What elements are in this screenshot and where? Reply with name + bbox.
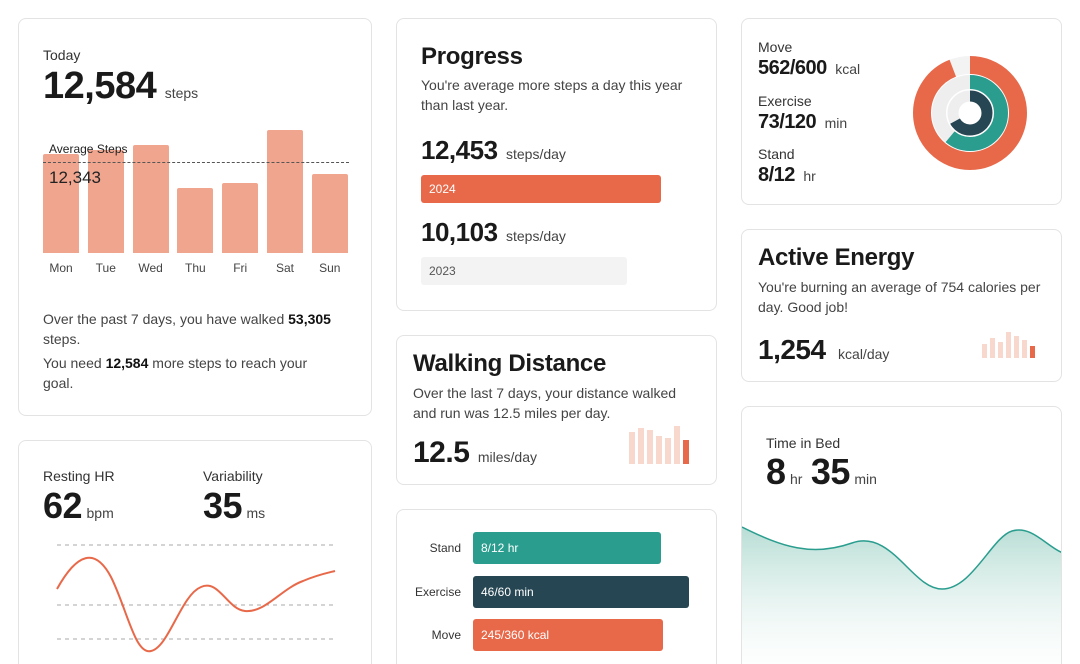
energy-value: 1,254 — [758, 334, 826, 365]
distance-sparkbars-icon — [629, 426, 689, 464]
resting-hr-label: Resting HR — [43, 468, 115, 484]
active-energy-card: Active Energy You're burning an average … — [741, 229, 1062, 382]
activity-row-bar-move: 245/360 kcal — [473, 619, 664, 651]
sleep-area-chart — [742, 526, 1061, 664]
progress-card: Progress You're average more steps a day… — [396, 18, 717, 311]
progress-title: Progress — [421, 43, 523, 70]
move-label: Move — [758, 39, 793, 55]
stand-value: 8/12 — [758, 164, 795, 186]
energy-title: Active Energy — [758, 244, 915, 271]
steps-bar-wed — [132, 144, 169, 253]
distance-description: Over the last 7 days, your distance walk… — [413, 385, 677, 421]
today-steps-value: 12,584 — [43, 65, 157, 107]
today-summary-2: You need 12,584 more steps to reach your… — [43, 355, 308, 391]
average-steps-line — [43, 162, 349, 164]
progress-2023-value: 10,103 — [421, 217, 498, 247]
steps-bar-thu — [177, 188, 214, 253]
sleep-hours-value: 8 — [766, 451, 786, 492]
energy-unit: kcal/day — [838, 346, 890, 362]
progress-2024-unit: steps/day — [505, 146, 566, 162]
heart-rate-card: Resting HR 62 bpm Variability 35 ms — [18, 440, 372, 664]
day-label-mon: Mon — [49, 261, 73, 275]
walking-distance-card: Walking Distance Over the last 7 days, y… — [396, 335, 717, 485]
progress-description: You're average more steps a day this yea… — [421, 77, 683, 113]
progress-2024-value: 12,453 — [421, 135, 498, 165]
progress-bar-2024-label: 2024 — [429, 182, 456, 196]
progress-bar-2023-label: 2023 — [429, 264, 456, 278]
resting-hr-unit: bpm — [86, 505, 114, 521]
exercise-label: Exercise — [758, 93, 812, 109]
sleep-line — [742, 526, 1061, 590]
variability-unit: ms — [246, 505, 266, 521]
stand-unit: hr — [803, 168, 816, 184]
activity-row-value-exercise: 46/60 min — [481, 584, 534, 599]
stand-ring — [947, 90, 993, 136]
day-label-sun: Sun — [319, 261, 341, 275]
heart-rate-line — [56, 556, 336, 653]
activity-rings — [913, 56, 1027, 170]
distance-value: 12.5 — [413, 436, 470, 469]
activity-rings-card: Move 562/600 kcal Exercise 73/120 min St… — [741, 18, 1062, 205]
progress-bar-2024: 2024 — [421, 175, 661, 203]
day-label-thu: Thu — [185, 261, 206, 275]
progress-bar-2023: 2023 — [421, 257, 628, 285]
steps-bar-chart: Mon Tue Wed Thu Fri Sat Sun Average Steps 12,343 — [19, 115, 371, 285]
move-value: 562/600 — [758, 57, 827, 79]
variability-label: Variability — [203, 468, 263, 484]
move-ring — [913, 56, 1027, 170]
energy-description: You're burning an average of 754 calorie… — [758, 279, 1041, 315]
distance-title: Walking Distance — [413, 350, 607, 377]
sleep-minutes-value: 35 — [810, 451, 851, 492]
activity-row-bar-stand: 8/12 hr — [473, 532, 661, 564]
exercise-value: 73/120 — [758, 111, 817, 133]
time-in-bed-label: Time in Bed — [766, 435, 841, 451]
day-label-fri: Fri — [233, 261, 248, 275]
move-unit: kcal — [835, 61, 861, 77]
energy-sparkbars-icon — [982, 332, 1035, 358]
average-steps-value: 12,343 — [49, 168, 101, 188]
heart-rate-line-chart — [56, 544, 336, 653]
activity-row-label-exercise: Exercise — [414, 584, 461, 599]
distance-unit: miles/day — [477, 449, 537, 465]
exercise-unit: min — [824, 115, 848, 131]
day-label-tue: Tue — [95, 261, 116, 275]
activity-row-bar-exercise: 46/60 min — [473, 575, 689, 608]
today-label: Today — [43, 47, 81, 63]
steps-bar-tue — [87, 150, 124, 253]
sleep-minutes-unit: min — [854, 471, 877, 487]
activity-row-value-move: 245/360 kcal — [481, 628, 550, 642]
activity-row-value-stand: 8/12 hr — [481, 541, 519, 555]
day-label-wed: Wed — [138, 261, 163, 275]
steps-bar-sat — [267, 130, 303, 253]
sleep-hours-unit: hr — [789, 471, 803, 487]
day-label-sat: Sat — [275, 261, 294, 275]
today-summary-1: Over the past 7 days, you have walked 53… — [43, 311, 331, 347]
exercise-ring — [932, 75, 1008, 151]
activity-row-label-stand: Stand — [429, 541, 461, 555]
today-steps-unit: steps — [164, 85, 199, 101]
today-steps-card: Today 12,584 steps Mon Tue Wed Thu Fri Sat Sun… — [18, 18, 372, 416]
progress-2023-unit: steps/day — [505, 228, 566, 244]
average-steps-label: Average Steps — [49, 142, 128, 157]
steps-bar-fri — [222, 183, 259, 253]
activity-row-label-move: Move — [431, 628, 461, 642]
resting-hr-value: 62 — [43, 485, 83, 526]
stand-label: Stand — [758, 146, 795, 162]
steps-bar-sun — [311, 173, 348, 253]
variability-value: 35 — [203, 485, 243, 526]
steps-bar-mon — [43, 153, 79, 253]
activity-summary-card: Stand 8/12 hr Exercise 46/60 min Move 245/360… — [396, 509, 717, 664]
time-in-bed-card: Time in Bed 8 hr 35 min — [741, 406, 1062, 664]
